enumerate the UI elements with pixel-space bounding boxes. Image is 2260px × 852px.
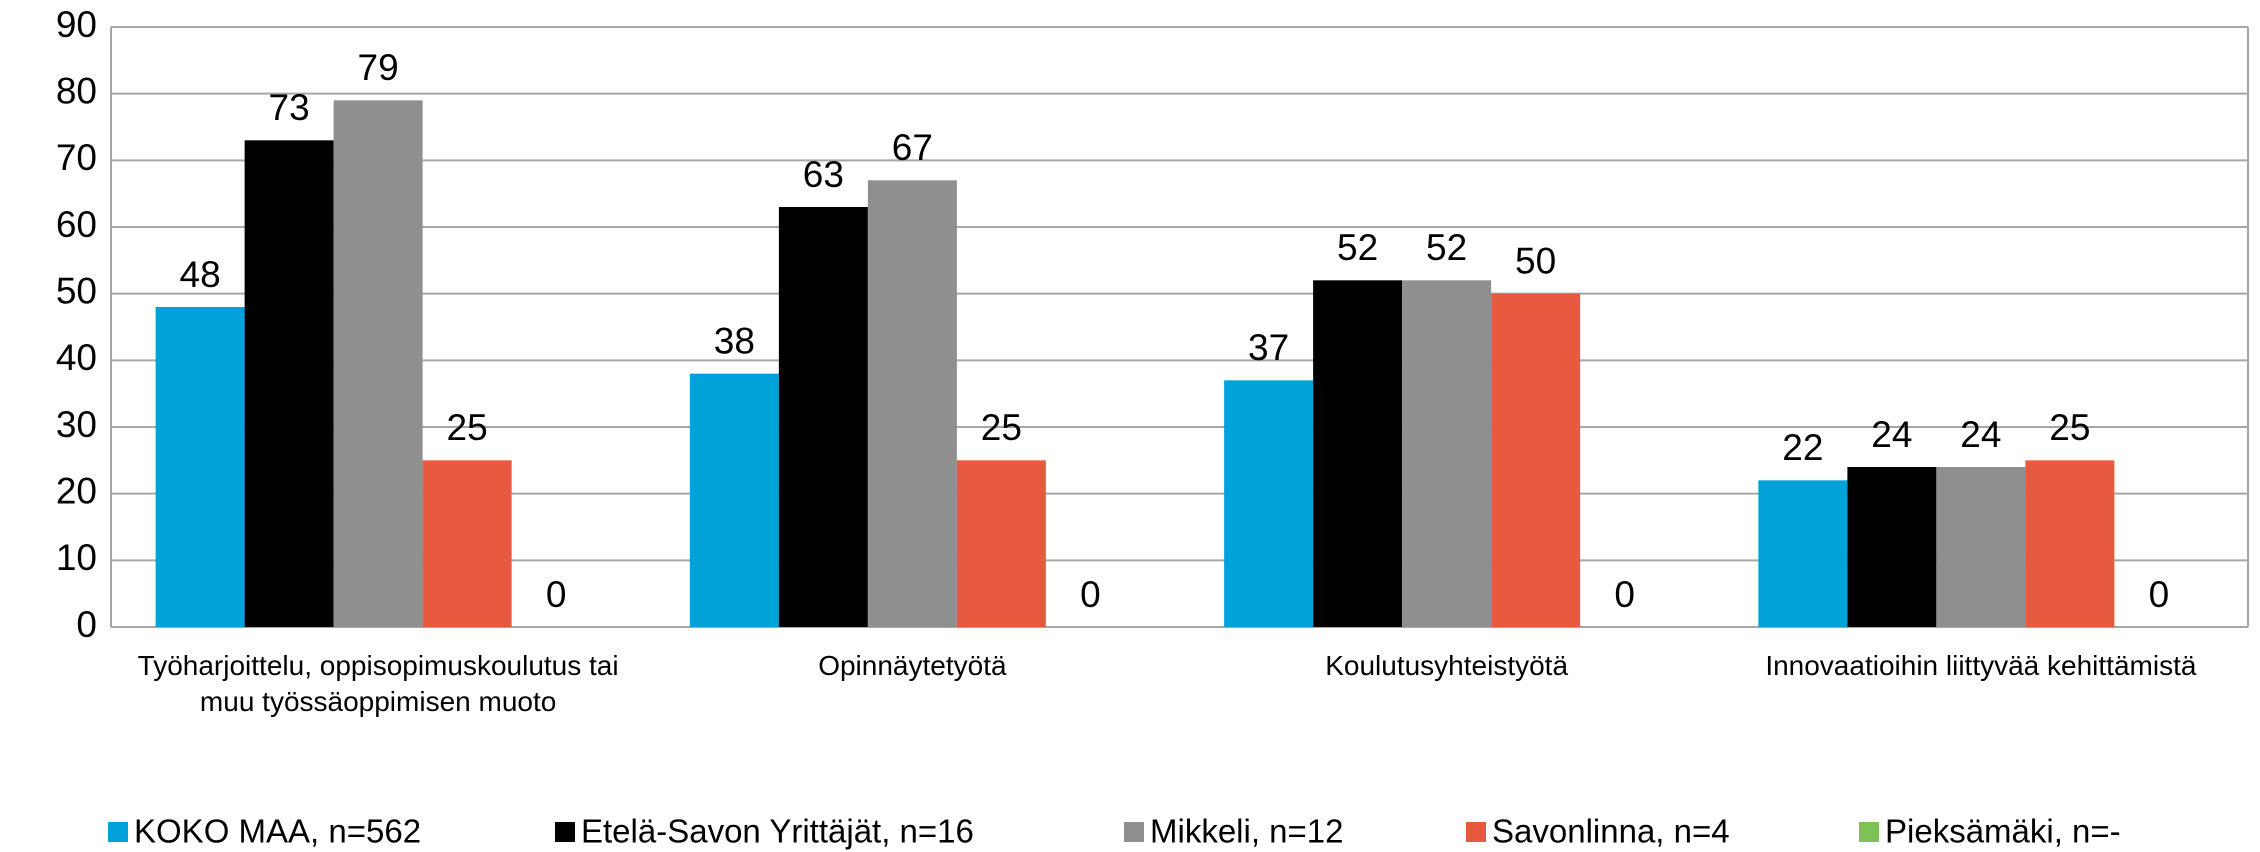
- data-label: 50: [1515, 240, 1556, 281]
- bar: [1936, 467, 2026, 627]
- bar: [2025, 460, 2115, 627]
- y-tick-label: 0: [76, 604, 97, 645]
- x-tick-label: Koulutusyhteistyötä: [1325, 650, 1569, 681]
- bar: [1847, 467, 1937, 627]
- x-tick-label: Opinnäytetyötä: [818, 650, 1007, 681]
- data-label: 63: [803, 154, 844, 195]
- data-label: 25: [2049, 407, 2090, 448]
- x-tick-label: Innovaatioihin liittyvää kehittämistä: [1765, 650, 2197, 681]
- legend-swatch: [1466, 822, 1486, 842]
- legend-swatch: [1124, 822, 1144, 842]
- bar: [1224, 380, 1314, 627]
- bar: [333, 100, 423, 628]
- data-label: 79: [358, 47, 399, 88]
- data-label: 48: [180, 254, 221, 295]
- bar: [778, 207, 868, 627]
- bar: [1402, 280, 1492, 627]
- legend-swatch: [555, 822, 575, 842]
- data-label: 73: [269, 87, 310, 128]
- data-label: 52: [1426, 227, 1467, 268]
- bar: [1491, 293, 1581, 627]
- y-tick-label: 50: [56, 270, 97, 311]
- bar: [244, 140, 334, 628]
- legend-label: Savonlinna, n=4: [1492, 813, 1730, 850]
- y-tick-label: 60: [56, 204, 97, 245]
- data-label: 0: [1614, 574, 1635, 615]
- data-label: 37: [1248, 327, 1289, 368]
- y-tick-label: 80: [56, 70, 97, 111]
- y-tick-label: 20: [56, 470, 97, 511]
- bar: [1758, 480, 1848, 627]
- data-label: 22: [1782, 427, 1823, 468]
- y-tick-label: 70: [56, 137, 97, 178]
- data-label: 0: [1080, 574, 1101, 615]
- bar: [1313, 280, 1403, 627]
- data-label: 0: [546, 574, 567, 615]
- legend-swatch: [1859, 822, 1879, 842]
- y-tick-label: 40: [56, 337, 97, 378]
- legend-label: Mikkeli, n=12: [1150, 813, 1344, 850]
- legend-swatch: [108, 822, 128, 842]
- bar: [155, 307, 245, 627]
- y-tick-label: 90: [56, 4, 97, 45]
- data-label: 24: [1960, 414, 2001, 455]
- data-label: 0: [2149, 574, 2170, 615]
- data-label: 24: [1871, 414, 1912, 455]
- bar: [956, 460, 1046, 627]
- x-tick-label: Työharjoittelu, oppisopimuskoulutus tai …: [137, 650, 619, 717]
- data-label: 52: [1337, 227, 1378, 268]
- legend-label: Etelä-Savon Yrittäjät, n=16: [581, 813, 974, 850]
- bar: [689, 373, 779, 627]
- legend-label: Pieksämäki, n=-: [1885, 813, 2121, 850]
- y-tick-label: 30: [56, 404, 97, 445]
- bar: [867, 180, 957, 628]
- data-label: 25: [981, 407, 1022, 448]
- bar: [422, 460, 512, 627]
- data-label: 38: [714, 320, 755, 361]
- data-label: 67: [892, 127, 933, 168]
- legend-label: KOKO MAA, n=562: [134, 813, 421, 850]
- data-label: 25: [447, 407, 488, 448]
- y-tick-label: 10: [56, 537, 97, 578]
